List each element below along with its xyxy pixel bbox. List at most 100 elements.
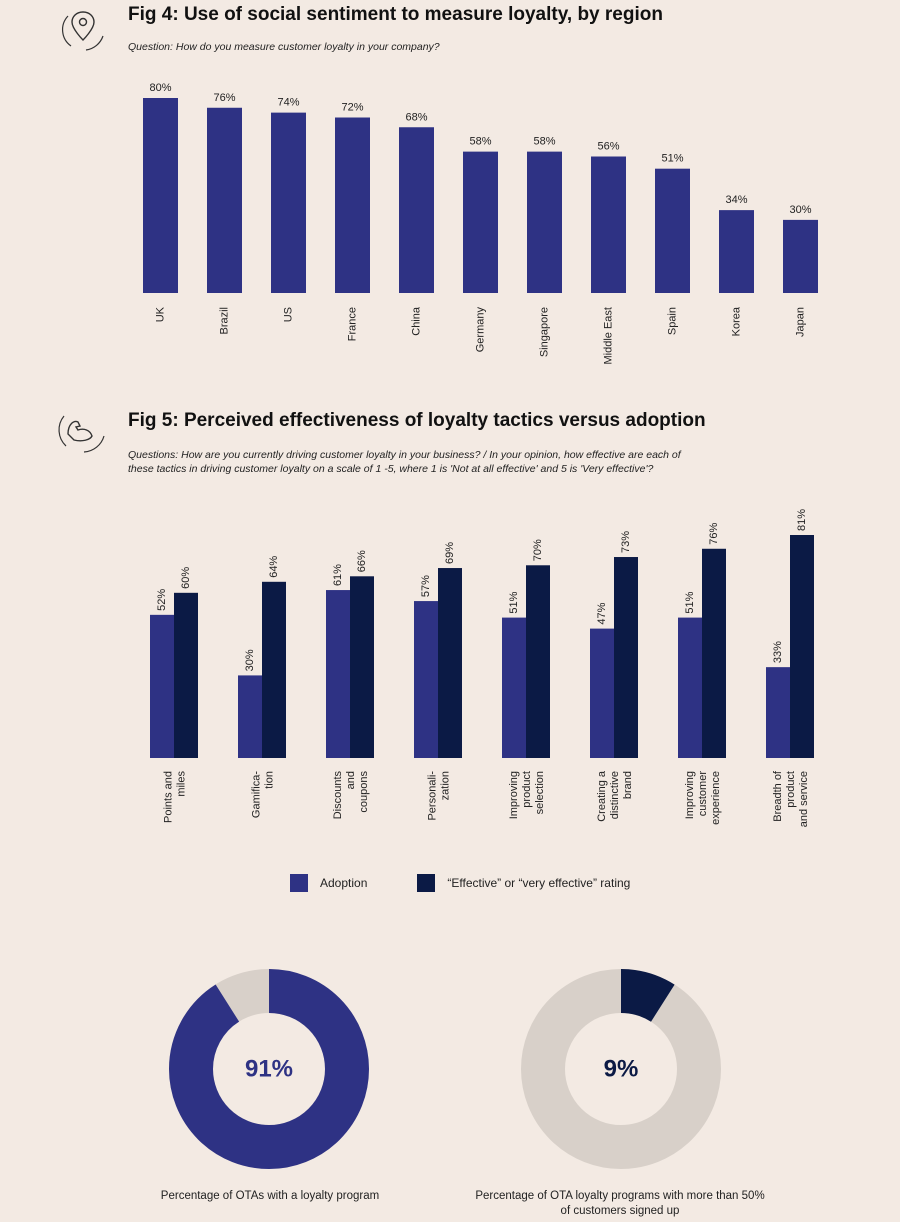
donut-segment — [169, 969, 369, 1169]
bar-adoption-breadth-of-product-and-service — [766, 667, 790, 758]
fig4-title: Fig 4: Use of social sentiment to measur… — [128, 4, 663, 25]
donut-caption-loyalty-program: Percentage of OTAs with a loyalty progra… — [160, 1190, 380, 1202]
category-label-line: distinctive — [609, 771, 621, 819]
category-label-line: product — [785, 771, 797, 808]
bar-china — [399, 127, 434, 293]
legend-label-adoption: Adoption — [320, 876, 368, 890]
donut-center-label: 9% — [604, 1056, 639, 1083]
category-label-improving-customer-experience: Improvingcustomerexperience — [684, 771, 722, 825]
category-label-china: China — [411, 306, 423, 336]
bar-effective-breadth-of-product-and-service — [790, 535, 814, 758]
bar-effective-gamifica-tion — [262, 581, 286, 758]
fig4-question: Question: How do you measure customer lo… — [128, 41, 440, 53]
bar-singapore — [527, 151, 562, 293]
value-label-adoption-gamifica-tion: 30% — [244, 649, 256, 671]
bar-us — [271, 112, 306, 293]
donut-chart-loyalty-program: 91% — [169, 969, 369, 1169]
category-label-us: US — [283, 307, 295, 322]
bar-korea — [719, 210, 754, 293]
value-label-germany: 58% — [469, 136, 491, 148]
value-label-us: 74% — [277, 97, 299, 109]
category-label-line: Improving — [508, 771, 520, 819]
value-label-effective-discounts-and-coupons: 66% — [356, 550, 368, 572]
bar-adoption-personali-zation — [414, 601, 438, 758]
donut-segment — [521, 969, 721, 1169]
value-label-adoption-breadth-of-product-and-service: 33% — [772, 641, 784, 663]
value-label-korea: 34% — [725, 194, 747, 206]
category-label-uk: UK — [155, 306, 167, 322]
fig5-grouped-bar-chart: 52% 60% Points andmiles 30% 64% Gamifica-tion… — [150, 509, 814, 827]
category-label-line: brand — [622, 771, 634, 799]
bar-effective-personali-zation — [438, 568, 462, 758]
category-label-japan: Japan — [795, 307, 807, 337]
legend-label-effective: “Effective” or “very effective” rating — [447, 876, 631, 890]
bar-adoption-creating-a-distinctive-brand — [590, 628, 614, 758]
category-label-points-and-miles: Points andmiles — [163, 771, 188, 823]
fig5-legend: Adoption “Effective” or “very effective”… — [290, 874, 630, 892]
donut-caption-signed-up: Percentage of OTA loyalty programs with … — [475, 1190, 765, 1217]
value-label-effective-gamifica-tion: 64% — [268, 556, 280, 578]
category-label-line: and — [345, 771, 357, 789]
bar-effective-points-and-miles — [174, 592, 198, 758]
bar-adoption-points-and-miles — [150, 614, 174, 758]
bar-effective-discounts-and-coupons — [350, 576, 374, 758]
bar-adoption-gamifica-tion — [238, 675, 262, 758]
legend-item-adoption: Adoption — [290, 874, 367, 892]
category-label-breadth-of-product-and-service: Breadth ofproductand service — [772, 770, 810, 827]
location-pin-icon — [62, 11, 104, 51]
category-label-line: Breadth of — [772, 770, 784, 822]
value-label-japan: 30% — [789, 204, 811, 216]
category-label-spain: Spain — [667, 307, 679, 335]
value-label-adoption-personali-zation: 57% — [420, 575, 432, 597]
value-label-effective-breadth-of-product-and-service: 81% — [796, 509, 808, 531]
value-label-effective-improving-product-selection: 70% — [532, 539, 544, 561]
value-label-brazil: 76% — [213, 92, 235, 104]
category-label-discounts-and-coupons: Discountsandcoupons — [332, 771, 370, 820]
bar-effective-creating-a-distinctive-brand — [614, 557, 638, 758]
bar-middle-east — [591, 156, 626, 293]
value-label-uk: 80% — [149, 82, 171, 94]
category-label-france: France — [347, 307, 359, 341]
category-label-korea: Korea — [731, 306, 743, 336]
category-label-line: Creating a — [596, 770, 608, 822]
value-label-effective-personali-zation: 69% — [444, 542, 456, 564]
value-label-effective-improving-customer-experience: 76% — [708, 523, 720, 545]
category-label-creating-a-distinctive-brand: Creating adistinctivebrand — [596, 770, 634, 822]
category-label-line: experience — [710, 771, 722, 825]
value-label-adoption-discounts-and-coupons: 61% — [332, 564, 344, 586]
legend-swatch-adoption — [290, 874, 308, 892]
category-label-middle-east: Middle East — [603, 307, 615, 364]
donut-center-label: 91% — [245, 1056, 293, 1083]
bar-japan — [783, 219, 818, 293]
legend-swatch-effective — [417, 874, 436, 892]
bar-effective-improving-customer-experience — [702, 548, 726, 758]
fig5-question-line2: these tactics in driving customer loyalt… — [128, 463, 654, 475]
value-label-effective-creating-a-distinctive-brand: 73% — [620, 531, 632, 553]
category-label-line: customer — [697, 771, 709, 817]
category-label-line: and service — [798, 771, 810, 827]
category-label-line: zation — [440, 771, 452, 800]
category-label-germany: Germany — [475, 307, 487, 353]
category-label-gamifica-tion: Gamifica-tion — [251, 771, 276, 818]
category-label-line: Personali- — [427, 771, 439, 821]
flexed-arm-icon — [58, 415, 105, 453]
fig5-question-line1: Questions: How are you currently driving… — [128, 449, 681, 461]
value-label-adoption-improving-customer-experience: 51% — [684, 591, 696, 613]
donut-chart-signed-up: 9% — [521, 969, 721, 1169]
category-label-line: miles — [176, 771, 188, 797]
value-label-effective-points-and-miles: 60% — [180, 567, 192, 589]
category-label-line: coupons — [358, 771, 370, 813]
bar-effective-improving-product-selection — [526, 565, 550, 758]
bar-adoption-improving-customer-experience — [678, 617, 702, 758]
bar-spain — [655, 168, 690, 293]
category-label-line: selection — [534, 771, 546, 814]
value-label-middle-east: 56% — [597, 141, 619, 153]
value-label-spain: 51% — [661, 153, 683, 165]
category-label-singapore: Singapore — [539, 307, 551, 357]
value-label-adoption-points-and-miles: 52% — [156, 589, 168, 611]
category-label-brazil: Brazil — [219, 307, 231, 335]
category-label-line: Points and — [163, 771, 175, 823]
bar-brazil — [207, 107, 242, 293]
category-label-line: Discounts — [332, 771, 344, 820]
value-label-adoption-improving-product-selection: 51% — [508, 591, 520, 613]
